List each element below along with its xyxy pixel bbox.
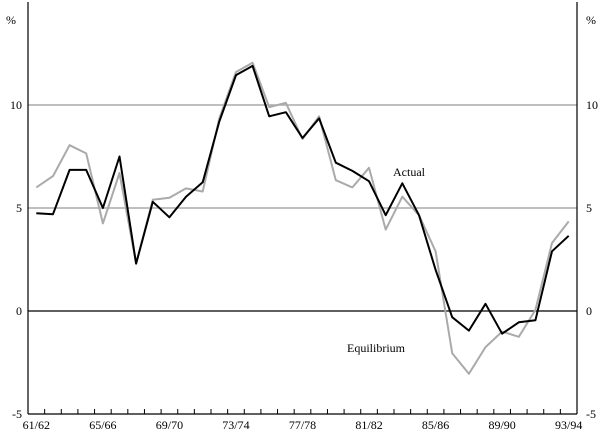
series-lines [35, 61, 570, 375]
y-tick-labels: -5 -5 0 0 5 5 10 10 [10, 98, 598, 421]
unit-label-right: % [586, 13, 596, 27]
x-tick-label: 61/62 [23, 418, 50, 432]
y-tick-label-left: 0 [16, 304, 22, 318]
y-tick-label-right: 10 [586, 98, 598, 112]
y-tick-label-left: -5 [12, 407, 22, 421]
gridlines [28, 104, 577, 312]
series-line-actual [36, 64, 570, 335]
x-tick-label: 93/94 [555, 418, 582, 432]
series-label-equilibrium: Equilibrium [347, 341, 406, 355]
x-tick-label: 85/86 [422, 418, 449, 432]
y-tick-label-right: 5 [586, 201, 592, 215]
x-tick-label: 65/66 [89, 418, 116, 432]
x-tick-label: 69/70 [156, 418, 183, 432]
y-tick-label-left: 10 [10, 98, 22, 112]
x-axis-ticks: 61/62 65/66 69/70 73/74 77/78 81/82 85/86 89/90… [23, 2, 582, 432]
y-tick-label-right: 0 [586, 304, 592, 318]
unit-label-left: % [6, 13, 16, 27]
x-tick-label: 77/78 [289, 418, 316, 432]
x-tick-label: 73/74 [222, 418, 249, 432]
y-tick-label-right: -5 [586, 407, 596, 421]
y-tick-label-left: 5 [16, 201, 22, 215]
x-tick-label: 81/82 [355, 418, 382, 432]
series-line-equilibrium [35, 61, 570, 375]
series-label-actual: Actual [393, 165, 426, 179]
x-tick-label: 89/90 [488, 418, 515, 432]
